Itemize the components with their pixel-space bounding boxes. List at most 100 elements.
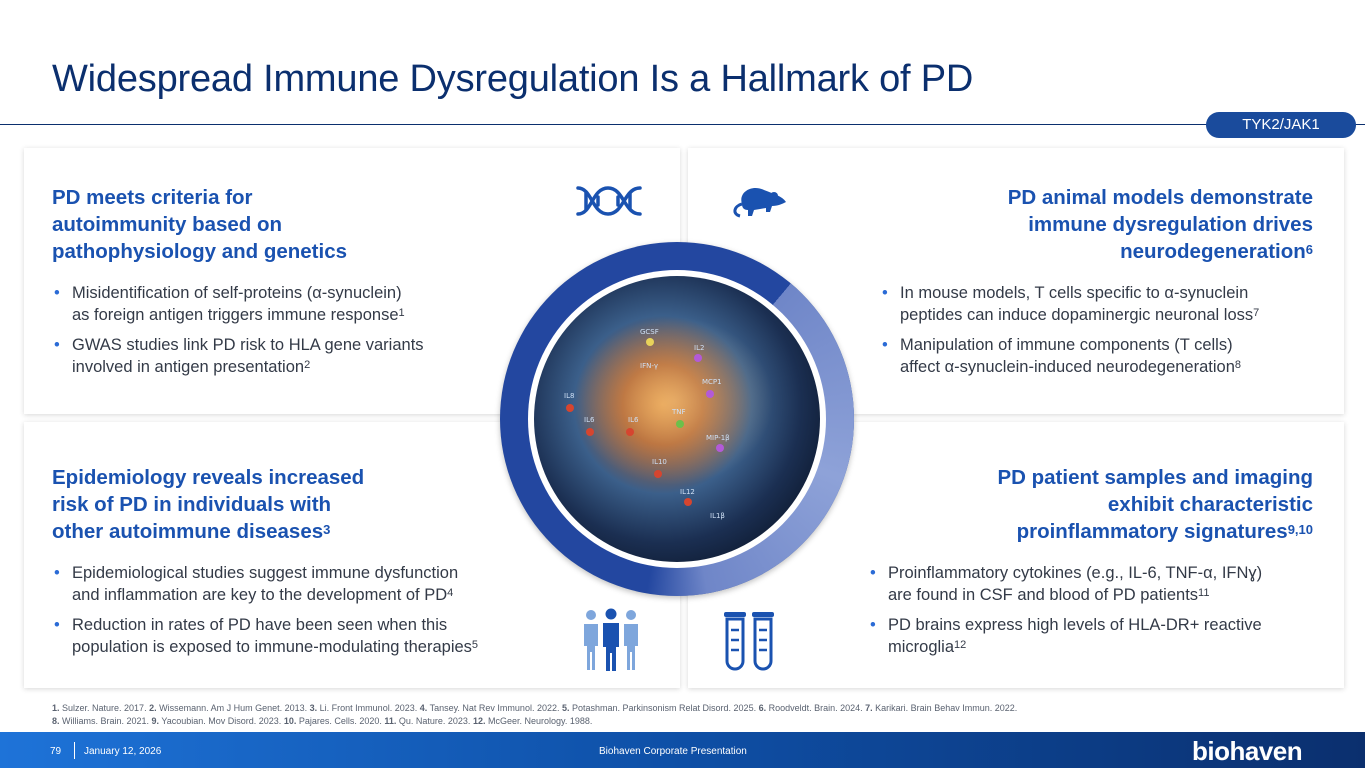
heading-line: PD animal models demonstrate bbox=[1007, 186, 1313, 209]
reference-superscript: 8 bbox=[1234, 359, 1241, 371]
ref-text: Tansey. Nat Rev Immunol. 2022. bbox=[427, 703, 562, 713]
bullet-text: are found in CSF and blood of PD patient… bbox=[888, 586, 1199, 604]
cytokine-label: IL6 bbox=[628, 416, 639, 424]
ref-text: Wissemann. Am J Hum Genet. 2013. bbox=[156, 703, 310, 713]
bullet-text: and inflammation are key to the developm… bbox=[72, 586, 448, 604]
reference-superscript: 11 bbox=[1198, 587, 1210, 599]
bullet-list-autoimmunity: Misidentification of self-proteins (α-sy… bbox=[52, 282, 492, 386]
ref-text: Sulzer. Nature. 2017. bbox=[59, 703, 150, 713]
brain-image: GCSF IFN-γ IL8 IL6 IL6 TNF MCP1 IL2 MIP-… bbox=[534, 276, 820, 562]
bullet-text: microglia bbox=[888, 638, 955, 656]
cytokine-label: IL12 bbox=[680, 488, 695, 496]
cytokine-label: TNF bbox=[672, 408, 686, 416]
page-title: Widespread Immune Dysregulation Is a Hal… bbox=[52, 58, 974, 100]
bullet-list-epidemiology: Epidemiological studies suggest immune d… bbox=[52, 562, 532, 666]
heading-text: neurodegeneration bbox=[1120, 240, 1306, 263]
heading-line: proinflammatory signatures9,10 bbox=[997, 518, 1313, 545]
bullet-item: PD brains express high levels of HLA-DR+… bbox=[868, 614, 1338, 658]
bullet-line: Manipulation of immune components (T cel… bbox=[900, 336, 1233, 354]
cytokine-node bbox=[654, 470, 662, 478]
mouse-icon bbox=[733, 187, 786, 218]
ref-number: 11. bbox=[384, 716, 397, 726]
brain-glow bbox=[574, 316, 774, 486]
cytokine-label: IL2 bbox=[694, 344, 705, 352]
cytokine-node bbox=[706, 390, 714, 398]
references-line-2: 8. Williams. Brain. 2021. 9. Yacoubian. … bbox=[52, 715, 1017, 728]
bullet-line: population is exposed to immune-modulati… bbox=[72, 636, 532, 658]
heading-line: PD meets criteria for bbox=[52, 186, 253, 209]
heading-epidemiology: Epidemiology reveals increased risk of P… bbox=[52, 464, 364, 545]
bullet-line: involved in antigen presentation2 bbox=[72, 356, 492, 378]
heading-text: proinflammatory signatures bbox=[1016, 520, 1288, 543]
footer-date: January 12, 2026 bbox=[84, 746, 162, 757]
ref-number: 6. bbox=[758, 703, 767, 713]
reference-superscript: 12 bbox=[954, 639, 967, 651]
ref-number: 9. bbox=[151, 716, 160, 726]
ref-number: 1. bbox=[52, 703, 60, 713]
reference-superscript: 4 bbox=[447, 587, 454, 599]
bullet-line: Reduction in rates of PD have been seen … bbox=[72, 616, 448, 634]
references: 1. Sulzer. Nature. 2017. 2. Wissemann. A… bbox=[52, 702, 1017, 728]
bullet-line: GWAS studies link PD risk to HLA gene va… bbox=[72, 336, 424, 354]
reference-superscript: 5 bbox=[471, 639, 479, 651]
biohaven-logo: biohaven bbox=[1192, 736, 1303, 766]
bullet-line: and inflammation are key to the developm… bbox=[72, 584, 532, 606]
ref-text: Karikari. Brain Behav Immun. 2022. bbox=[872, 703, 1018, 713]
ref-number: 2. bbox=[149, 703, 157, 713]
ref-number: 12. bbox=[472, 716, 486, 726]
heading-animal-models: PD animal models demonstrate immune dysr… bbox=[1008, 184, 1313, 265]
heading-line: immune dysregulation drives bbox=[1028, 213, 1313, 236]
cytokine-label: IL6 bbox=[584, 416, 595, 424]
test-tubes-icon bbox=[724, 612, 774, 671]
heading-line: PD patient samples and imaging bbox=[997, 466, 1313, 489]
ref-number: 10. bbox=[283, 716, 297, 726]
bullet-item: Epidemiological studies suggest immune d… bbox=[52, 562, 532, 606]
ref-text: Roodveldt. Brain. 2024. bbox=[766, 703, 866, 713]
bullet-line: In mouse models, T cells specific to α-s… bbox=[900, 284, 1249, 302]
reference-superscript: 6 bbox=[1305, 242, 1313, 257]
heading-line: pathophysiology and genetics bbox=[52, 240, 348, 263]
bullet-item: Manipulation of immune components (T cel… bbox=[880, 334, 1320, 378]
ref-number: 4. bbox=[419, 703, 428, 713]
footer-separator bbox=[74, 742, 75, 759]
ref-number: 5. bbox=[561, 703, 570, 713]
page-number: 79 bbox=[50, 746, 62, 757]
cytokine-label: IL10 bbox=[652, 458, 667, 466]
bullet-text: involved in antigen presentation bbox=[72, 358, 305, 376]
heading-autoimmunity: PD meets criteria for autoimmunity based… bbox=[52, 184, 347, 265]
cytokine-label: IL1β bbox=[710, 512, 725, 520]
cytokine-label: IFN-γ bbox=[640, 362, 658, 370]
cytokine-node bbox=[716, 444, 724, 452]
cytokine-label: GCSF bbox=[640, 328, 659, 336]
heading-line: other autoimmune diseases3 bbox=[52, 518, 364, 545]
people-group-icon bbox=[584, 608, 638, 671]
cytokine-label: MIP-1β bbox=[706, 434, 730, 442]
bullet-text: peptides can induce dopaminergic neurona… bbox=[900, 306, 1254, 324]
cytokine-node bbox=[566, 404, 574, 412]
heading-line: exhibit characteristic bbox=[1107, 493, 1313, 516]
bullet-text: population is exposed to immune-modulati… bbox=[72, 638, 472, 656]
references-line-1: 1. Sulzer. Nature. 2017. 2. Wissemann. A… bbox=[52, 702, 1017, 715]
bullet-text: as foreign antigen triggers immune respo… bbox=[72, 306, 399, 324]
bullet-list-patient-samples: Proinflammatory cytokines (e.g., IL-6, T… bbox=[868, 562, 1338, 666]
cytokine-node bbox=[586, 428, 594, 436]
bullet-list-animal-models: In mouse models, T cells specific to α-s… bbox=[880, 282, 1320, 386]
ref-text: McGeer. Neurology. 1988. bbox=[485, 716, 593, 726]
heading-line: neurodegeneration6 bbox=[1008, 238, 1313, 265]
bullet-line: are found in CSF and blood of PD patient… bbox=[888, 584, 1338, 606]
cytokine-label: MCP1 bbox=[702, 378, 722, 386]
footer-presentation-title: Biohaven Corporate Presentation bbox=[599, 746, 747, 757]
ref-text: Williams. Brain. 2021. bbox=[59, 716, 152, 726]
footer-bar: 79 January 12, 2026 Biohaven Corporate P… bbox=[0, 732, 1365, 768]
heading-line: risk of PD in individuals with bbox=[52, 493, 332, 516]
bullet-line: PD brains express high levels of HLA-DR+… bbox=[888, 616, 1262, 634]
reference-superscript: 3 bbox=[323, 522, 331, 537]
bullet-item: Reduction in rates of PD have been seen … bbox=[52, 614, 532, 658]
reference-superscript: 1 bbox=[398, 307, 405, 319]
ref-number: 7. bbox=[865, 703, 873, 713]
heading-line: autoimmunity based on bbox=[52, 213, 283, 236]
bullet-item: Misidentification of self-proteins (α-sy… bbox=[52, 282, 492, 326]
bullet-line: Misidentification of self-proteins (α-sy… bbox=[72, 284, 402, 302]
reference-superscript: 9,10 bbox=[1287, 522, 1313, 537]
cytokine-label: IL8 bbox=[564, 392, 575, 400]
